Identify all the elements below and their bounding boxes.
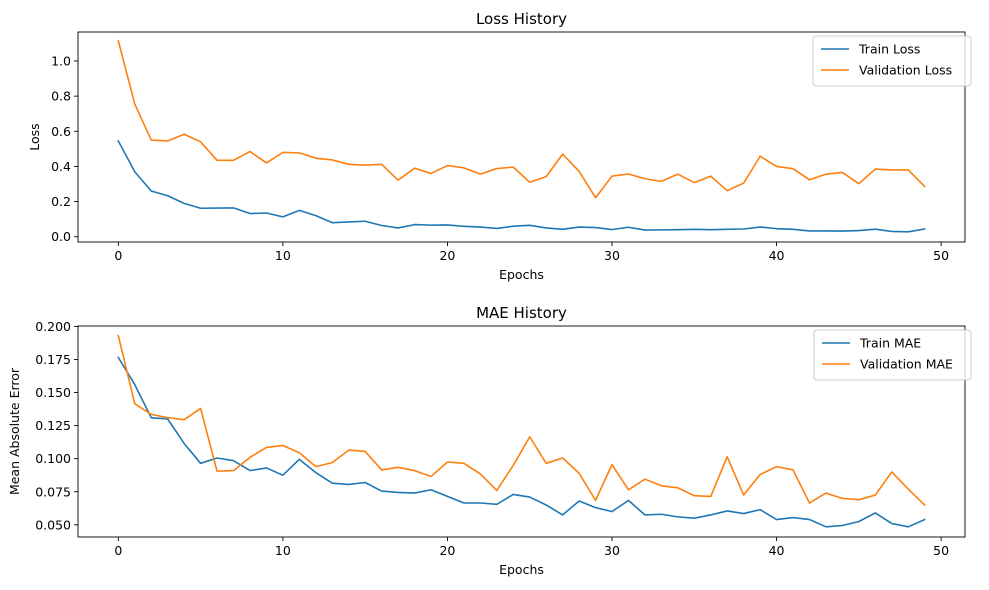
- loss-y-tick-label: 0.8: [51, 89, 71, 104]
- loss-chart-title: Loss History: [476, 10, 567, 28]
- loss-history-plot: Loss History 0 10 20 30 40 50 0.0 0.2 0.4 0.6 0.8 1.…: [27, 10, 972, 282]
- loss-y-tick-label: 0.2: [51, 194, 71, 209]
- loss-series-line-train: [117, 139, 926, 233]
- loss-x-tick-label: 40: [769, 248, 785, 263]
- mae-y-axis-label: Mean Absolute Error: [7, 367, 22, 495]
- mae-legend: [813, 329, 972, 381]
- mae-series-line-validation: [117, 334, 926, 507]
- loss-y-axis-label: Loss: [27, 123, 42, 150]
- loss-x-tick-label: 30: [604, 248, 620, 263]
- loss-x-tick-label: 10: [275, 248, 291, 263]
- mae-x-tick-label: 10: [275, 543, 291, 558]
- mae-y-tick-label: 0.100: [35, 451, 71, 466]
- mae-y-tick-label: 0.050: [35, 517, 71, 532]
- mae-x-tick-label: 20: [439, 543, 455, 558]
- mae-legend-entry: Validation MAE: [860, 357, 953, 372]
- loss-legend: [812, 35, 972, 87]
- loss-x-axis-label: Epochs: [499, 267, 544, 282]
- mae-x-tick-label: 40: [769, 543, 785, 558]
- mae-y-tick-label: 0.075: [35, 484, 71, 499]
- loss-series-line-validation: [117, 39, 926, 199]
- loss-legend-entry: Validation Loss: [859, 63, 952, 78]
- mae-y-tick-label: 0.125: [35, 418, 71, 433]
- loss-x-tick-label: 20: [439, 248, 455, 263]
- loss-y-tick-label: 1.0: [51, 53, 71, 68]
- mae-y-tick-label: 0.150: [35, 385, 71, 400]
- mae-y-tick-label: 0.175: [35, 352, 71, 367]
- mae-history-plot: MAE History 0 10 20 30 40 50 0.050 0.075 0.100 0.1…: [7, 304, 972, 577]
- mae-series-line-train: [117, 356, 926, 528]
- mae-legend-entry: Train MAE: [859, 336, 921, 351]
- mae-x-tick-label: 0: [114, 543, 122, 558]
- loss-y-tick-label: 0.0: [51, 229, 71, 244]
- mae-x-axis-label: Epochs: [499, 562, 544, 577]
- loss-axes-frame: [77, 31, 966, 243]
- loss-x-tick-label: 0: [114, 248, 122, 263]
- mae-axes-frame: [77, 325, 966, 538]
- loss-legend-entry: Train Loss: [858, 42, 920, 57]
- loss-y-tick-label: 0.6: [51, 124, 71, 139]
- mae-chart-title: MAE History: [476, 304, 567, 322]
- loss-x-tick-label: 50: [933, 248, 949, 263]
- mae-y-tick-label: 0.200: [35, 319, 71, 334]
- mae-x-tick-label: 30: [604, 543, 620, 558]
- loss-y-tick-label: 0.4: [51, 159, 71, 174]
- mae-x-tick-label: 50: [933, 543, 949, 558]
